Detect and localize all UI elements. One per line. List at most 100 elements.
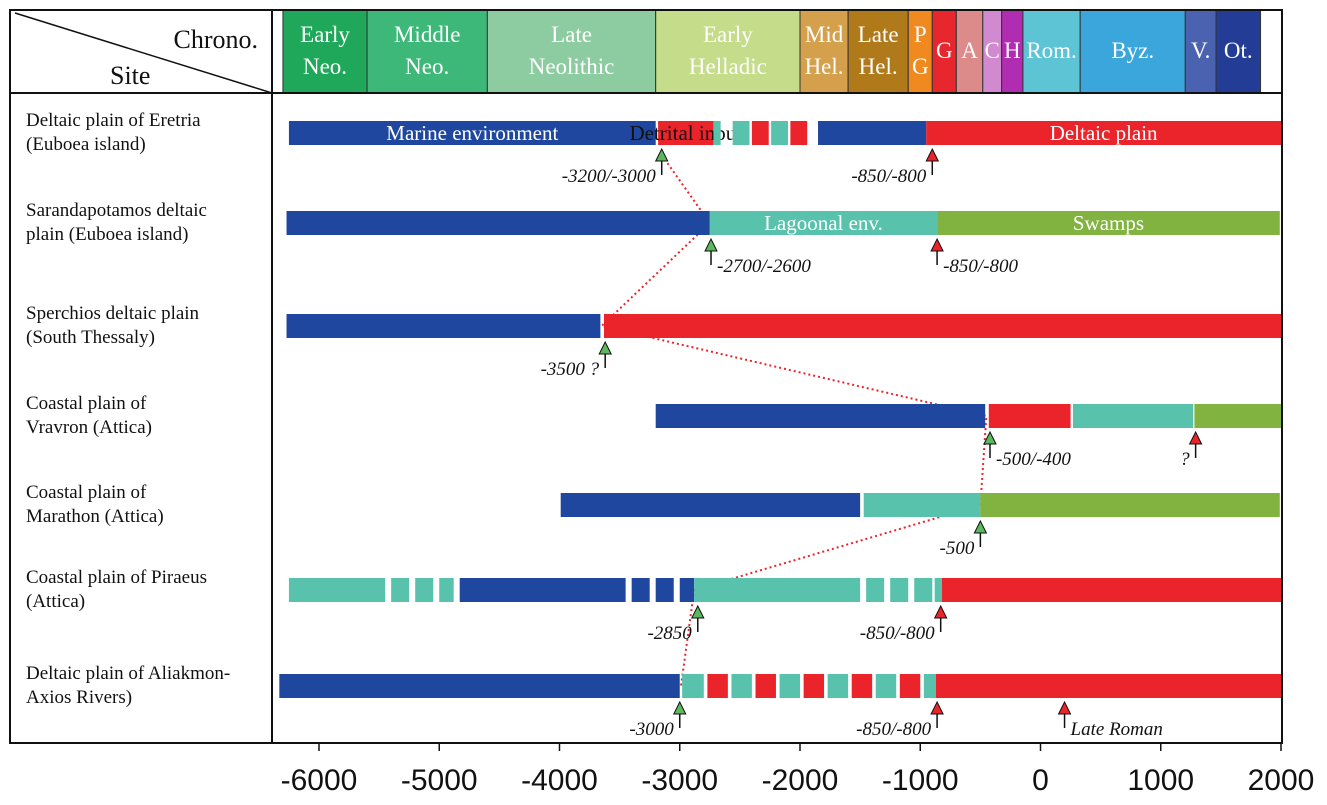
period-label: A — [961, 38, 978, 63]
segment-bar — [751, 121, 769, 145]
header-diagonal — [14, 12, 273, 94]
marker-label: -850/-800 — [851, 166, 926, 187]
site-name: Coastal plain of Piraeus — [26, 567, 207, 588]
segment-bar — [980, 493, 1280, 517]
period-cell — [1022, 9, 1081, 94]
header-chrono-label: Chrono. — [174, 25, 259, 54]
segment-bar — [682, 674, 704, 698]
period-label: G — [936, 38, 953, 63]
segment-bar — [288, 578, 386, 602]
marker-label: -850/-800 — [860, 623, 935, 644]
segment-bar — [288, 121, 656, 145]
segment-bar — [655, 578, 674, 602]
segment-bar — [827, 674, 849, 698]
site-name: (South Thessaly) — [26, 327, 155, 348]
marker-label: -2850 — [647, 623, 692, 644]
marker-label: -850/-800 — [943, 256, 1018, 277]
site-name: Axios Rivers) — [26, 687, 132, 708]
segment-bar — [803, 674, 825, 698]
period-label: Middle — [394, 22, 460, 47]
period-label: H — [1004, 38, 1021, 63]
segment-bar — [631, 578, 650, 602]
header-site-label: Site — [110, 61, 150, 90]
site-name: Marathon (Attica) — [26, 506, 164, 527]
segment-bar — [890, 578, 909, 602]
period-label: P — [914, 22, 927, 47]
period-label: Neo. — [303, 54, 347, 79]
x-tick-label: -3000 — [641, 764, 718, 797]
site-name: Vravron (Attica) — [26, 417, 152, 438]
x-tick-label: 0 — [1032, 764, 1049, 797]
site-name: plain (Euboea island) — [26, 224, 189, 245]
chart-frame — [9, 9, 1283, 744]
site-name: Sperchios deltaic plain — [26, 303, 200, 324]
segment-bar — [863, 493, 981, 517]
segment-bar — [941, 578, 1281, 602]
segment-label: Lagoonal env. — [764, 211, 883, 235]
x-tick-label: -1000 — [882, 764, 959, 797]
segment-bar — [755, 674, 776, 698]
segment-bar — [934, 578, 942, 602]
marker-label: -500/-400 — [996, 449, 1071, 470]
segment-bar — [732, 121, 750, 145]
period-cell — [282, 9, 368, 94]
segment-bar — [658, 121, 714, 145]
segment-bar — [731, 674, 752, 698]
period-label: Rom. — [1026, 38, 1076, 63]
marker-label: -500 — [940, 538, 975, 559]
period-label: Helladic — [689, 54, 767, 79]
marker-arrow — [1057, 700, 1072, 715]
segment-bar — [415, 578, 434, 602]
segment-bar — [694, 578, 861, 602]
segment-bar — [988, 404, 1071, 428]
marker-arrow — [930, 700, 944, 715]
period-label: Early — [300, 22, 350, 47]
segment-bar — [279, 674, 680, 698]
period-label: C — [985, 38, 1000, 63]
x-tick-label: -6000 — [281, 764, 358, 797]
segment-label: Swamps — [1073, 211, 1144, 235]
period-label: Neo. — [405, 54, 449, 79]
period-label: Early — [703, 22, 753, 47]
segment-bar — [790, 121, 808, 145]
segment-bar — [899, 674, 921, 698]
marker-label: ? — [1180, 449, 1190, 470]
segment-bar — [818, 121, 927, 145]
marker-arrow — [1188, 430, 1203, 445]
marker-label: Late Roman — [1070, 719, 1163, 740]
period-label: G — [912, 54, 929, 79]
period-label: Byz. — [1111, 38, 1154, 63]
segment-bar — [391, 578, 410, 602]
site-name: Coastal plain of — [26, 482, 147, 503]
segment-bar — [459, 578, 626, 602]
x-tick-label: -4000 — [521, 764, 598, 797]
period-label: Hel. — [805, 54, 844, 79]
marker-arrow — [933, 604, 948, 619]
marker-arrow — [973, 519, 988, 534]
site-name: (Attica) — [26, 591, 85, 612]
period-cell — [1215, 9, 1262, 94]
period-cell — [655, 9, 801, 94]
period-cell — [847, 9, 909, 94]
marker-arrow — [704, 237, 718, 252]
marker-label: -850/-800 — [856, 719, 931, 740]
site-name: (Euboea island) — [26, 134, 146, 155]
marker-arrow — [690, 604, 705, 619]
marker-label: -2700/-2600 — [717, 256, 811, 277]
segment-bar — [707, 674, 728, 698]
segment-bar — [935, 674, 1281, 698]
segment-label: Marine environment — [386, 121, 558, 145]
x-tick-label: 2000 — [1248, 764, 1315, 797]
period-cell — [1079, 9, 1186, 94]
segment-bar — [655, 404, 986, 428]
segment-bar — [875, 674, 897, 698]
site-name: Coastal plain of — [26, 393, 147, 414]
period-label: Late — [858, 22, 899, 47]
x-tick-label: -2000 — [762, 764, 839, 797]
segment-bar — [866, 578, 885, 602]
segment-bar — [709, 211, 938, 235]
site-name: Deltaic plain of Eretria — [26, 110, 201, 131]
period-label: Neolithic — [529, 54, 615, 79]
period-label: Mid — [805, 22, 844, 47]
